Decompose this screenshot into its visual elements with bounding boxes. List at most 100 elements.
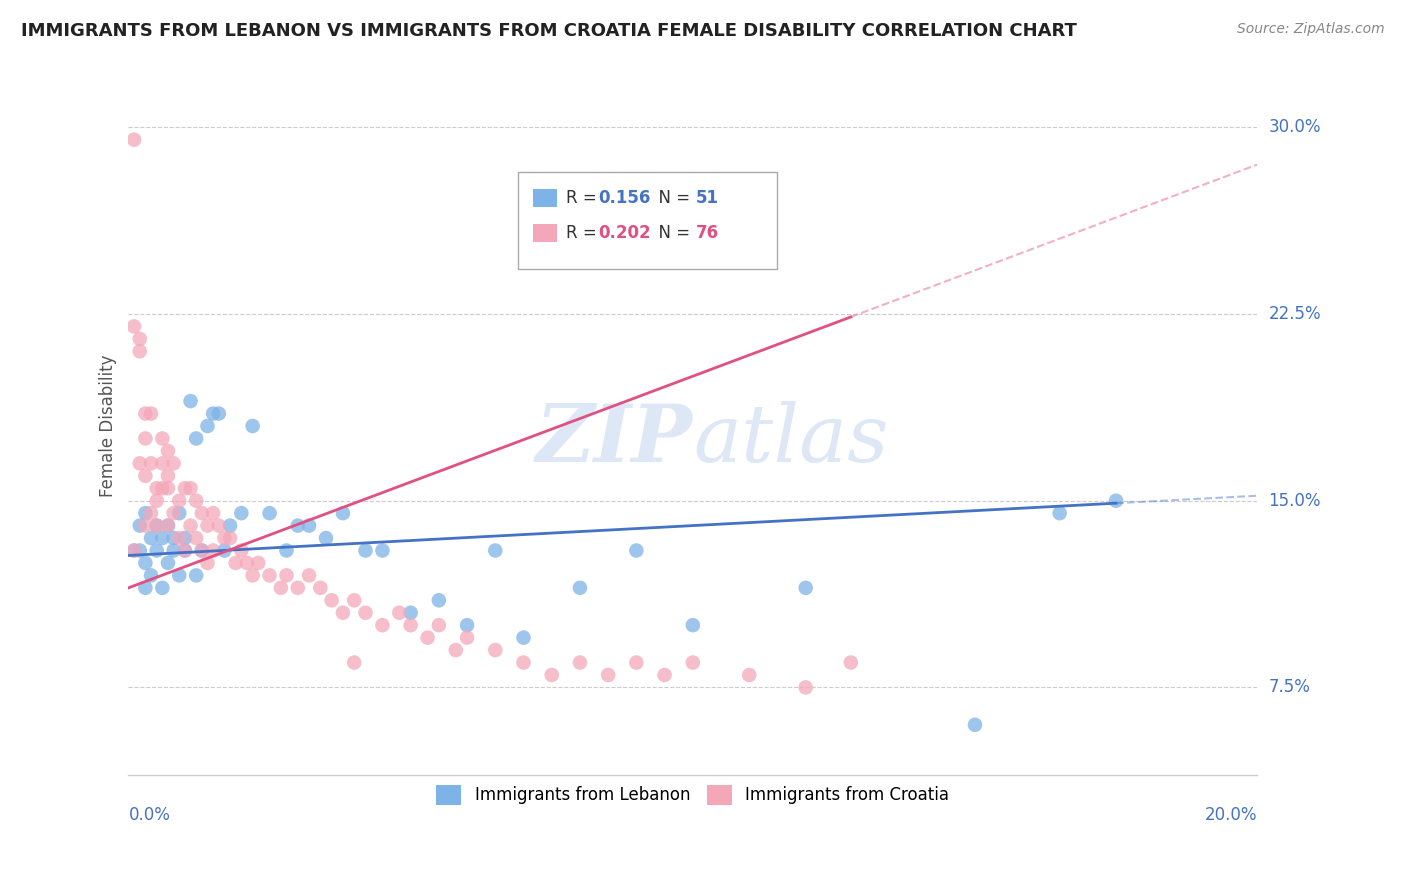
Point	[197, 419, 219, 434]
Point	[371, 543, 394, 558]
Text: 51: 51	[696, 189, 720, 207]
Point	[162, 543, 184, 558]
Point	[682, 656, 704, 670]
Point	[174, 481, 197, 495]
Legend: Immigrants from Lebanon, Immigrants from Croatia: Immigrants from Lebanon, Immigrants from…	[430, 778, 956, 812]
Point	[145, 543, 167, 558]
Point	[231, 506, 253, 520]
Point	[219, 518, 242, 533]
Point	[202, 407, 225, 421]
Point	[139, 531, 162, 545]
Text: 30.0%: 30.0%	[1268, 119, 1322, 136]
Point	[150, 481, 173, 495]
Point	[231, 543, 253, 558]
Point	[343, 593, 366, 607]
Point	[156, 468, 179, 483]
Point	[156, 518, 179, 533]
Point	[145, 518, 167, 533]
Point	[174, 543, 197, 558]
Point	[444, 643, 467, 657]
Point	[122, 319, 145, 334]
Point	[186, 493, 208, 508]
Point	[128, 543, 150, 558]
Point	[259, 506, 281, 520]
Point	[139, 568, 162, 582]
Text: R =: R =	[567, 189, 602, 207]
Point	[298, 568, 321, 582]
Point	[162, 456, 184, 470]
Point	[839, 656, 862, 670]
Point	[208, 518, 231, 533]
Point	[162, 506, 184, 520]
Point	[242, 419, 264, 434]
Point	[225, 556, 247, 570]
Point	[139, 506, 162, 520]
Point	[315, 531, 337, 545]
Point	[1049, 506, 1071, 520]
Point	[134, 432, 156, 446]
Point	[134, 518, 156, 533]
Point	[186, 531, 208, 545]
Text: 7.5%: 7.5%	[1268, 679, 1310, 697]
Point	[298, 518, 321, 533]
Point	[214, 531, 236, 545]
Point	[197, 556, 219, 570]
Point	[186, 568, 208, 582]
Text: atlas: atlas	[693, 401, 889, 479]
Point	[276, 568, 298, 582]
Point	[134, 506, 156, 520]
Point	[208, 407, 231, 421]
Text: ZIP: ZIP	[536, 401, 693, 479]
Y-axis label: Female Disability: Female Disability	[100, 355, 117, 497]
Point	[156, 481, 179, 495]
Point	[654, 668, 676, 682]
Point	[682, 618, 704, 632]
Text: 0.156: 0.156	[598, 189, 651, 207]
Point	[512, 656, 534, 670]
Point	[191, 543, 214, 558]
Point	[167, 493, 190, 508]
Point	[128, 344, 150, 359]
Point	[134, 581, 156, 595]
Point	[598, 668, 620, 682]
Point	[219, 531, 242, 545]
Point	[202, 543, 225, 558]
Point	[371, 618, 394, 632]
Point	[287, 518, 309, 533]
Point	[354, 606, 377, 620]
Point	[484, 543, 506, 558]
Text: Source: ZipAtlas.com: Source: ZipAtlas.com	[1237, 22, 1385, 37]
Point	[332, 506, 354, 520]
Text: 20.0%: 20.0%	[1205, 806, 1257, 824]
Point	[139, 407, 162, 421]
Text: N =: N =	[648, 189, 695, 207]
Point	[214, 543, 236, 558]
Point	[399, 618, 422, 632]
Point	[180, 518, 202, 533]
Point	[416, 631, 439, 645]
Point	[427, 618, 450, 632]
Point	[180, 394, 202, 409]
Point	[145, 518, 167, 533]
Point	[150, 531, 173, 545]
Point	[122, 133, 145, 147]
Point	[738, 668, 761, 682]
Point	[399, 606, 422, 620]
Point	[456, 631, 478, 645]
Point	[128, 456, 150, 470]
Point	[626, 656, 648, 670]
Point	[568, 656, 591, 670]
Text: N =: N =	[648, 224, 695, 242]
Text: 15.0%: 15.0%	[1268, 491, 1322, 509]
Point	[167, 568, 190, 582]
Point	[270, 581, 292, 595]
Text: 76: 76	[696, 224, 720, 242]
Point	[343, 656, 366, 670]
Point	[794, 681, 817, 695]
Point	[180, 481, 202, 495]
Point	[512, 631, 534, 645]
Point	[191, 543, 214, 558]
Point	[134, 407, 156, 421]
Point	[128, 518, 150, 533]
Point	[156, 556, 179, 570]
